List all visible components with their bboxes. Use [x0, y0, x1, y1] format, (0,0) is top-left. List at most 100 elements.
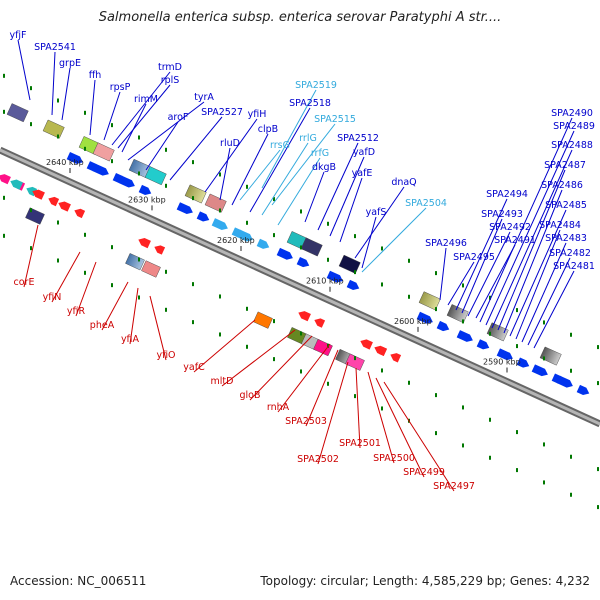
forward-gene-label: yafS: [366, 207, 387, 218]
leader-line: [367, 371, 395, 464]
feature-block: [141, 260, 161, 278]
leader-line: [145, 121, 179, 171]
leader-line: [231, 133, 269, 206]
leader-line: [75, 261, 97, 317]
forward-gene-arrow: [296, 257, 310, 268]
feature-block: [446, 304, 469, 324]
forward-gene-label: grpE: [59, 58, 81, 69]
reverse-gene-label: SPA2499: [403, 467, 445, 478]
forward-gene-arrow: [92, 163, 109, 176]
reverse-gene-label: SPA2497: [433, 481, 475, 492]
forward-gene-arrow: [476, 339, 490, 350]
leader-line: [361, 207, 427, 273]
reverse-gene-arrow: [58, 201, 71, 212]
feature-block: [92, 142, 115, 162]
forward-gene-label: SPA2488: [551, 140, 593, 151]
genome-backbone: [0, 146, 600, 428]
rna-gene-label: SPA2504: [405, 198, 447, 209]
leader-line: [475, 244, 516, 319]
forward-gene-label: yafE: [352, 168, 373, 179]
forward-gene-arrow: [456, 330, 473, 342]
forward-gene-arrow: [416, 311, 433, 324]
leader-line: [497, 169, 566, 331]
forward-gene-label: rluD: [220, 138, 240, 149]
forward-gene-label: dnaQ: [391, 177, 416, 188]
forward-gene-arrow: [436, 320, 450, 332]
leader-line: [169, 116, 223, 181]
leader-line: [533, 270, 575, 349]
leader-line: [249, 335, 313, 401]
feature-block: [125, 253, 145, 271]
leader-line: [261, 142, 309, 216]
feature-block: [338, 254, 361, 274]
leader-line: [23, 224, 39, 288]
reverse-gene-arrow: [10, 179, 23, 190]
forward-gene-arrow: [556, 375, 573, 388]
feature-block: [42, 119, 65, 139]
forward-gene-label: SPA2491: [494, 235, 536, 246]
feature-block: [300, 237, 323, 257]
tick-label: 2620 kbp: [217, 236, 255, 245]
forward-gene-label: clpB: [258, 124, 278, 135]
leader-line: [51, 251, 81, 303]
reverse-gene-arrow: [298, 311, 311, 322]
reverse-gene-label: gloB: [240, 390, 261, 401]
leader-line: [491, 149, 573, 329]
reverse-gene-arrow: [360, 339, 373, 350]
forward-gene-label: trmD: [158, 62, 182, 73]
forward-gene-label: tyrA: [194, 92, 214, 103]
leader-line: [329, 156, 365, 237]
leader-line: [17, 39, 31, 101]
reverse-gene-arrow: [48, 196, 60, 207]
forward-gene-arrow: [576, 384, 590, 396]
reverse-gene-label: SPA2502: [297, 454, 339, 465]
forward-gene-label: SPA2481: [553, 261, 595, 272]
leader-line: [439, 247, 447, 301]
feature-block: [539, 346, 562, 366]
reverse-gene-label: SPA2503: [285, 416, 327, 427]
forward-gene-label: ffh: [89, 70, 102, 81]
reverse-gene-label: yafC: [183, 362, 205, 373]
reverse-gene-arrow: [390, 353, 402, 363]
forward-gene-arrow: [276, 247, 293, 260]
forward-gene-label: aroF: [168, 112, 189, 123]
rna-gene-label: rrfG: [311, 148, 329, 159]
leader-line: [527, 257, 571, 346]
forward-gene-label: SPA2487: [544, 160, 586, 171]
tick-label: 2600 kbp: [394, 317, 432, 326]
reverse-gene-label: corE: [14, 277, 35, 288]
feature-block: [144, 166, 167, 186]
forward-gene-label: rplS: [161, 75, 180, 86]
tick-label: 2590 kbp: [483, 358, 521, 367]
feature-block: [25, 207, 45, 225]
leader-line: [317, 142, 359, 231]
forward-gene-label: SPA2482: [549, 248, 591, 259]
leader-line: [193, 319, 256, 373]
reverse-gene-label: pheA: [90, 320, 115, 331]
forward-gene-label: yfjF: [9, 30, 26, 41]
rna-gene-label: SPA2519: [295, 80, 337, 91]
forward-gene-label: SPA2527: [201, 107, 243, 118]
leader-line: [129, 287, 139, 345]
feature-block: [313, 338, 333, 357]
tick-label: 2640 kbp: [46, 158, 84, 167]
leader-line: [127, 101, 205, 161]
forward-gene-label: SPA2518: [289, 98, 331, 109]
leader-line: [479, 117, 573, 323]
leader-line: [503, 189, 563, 334]
reverse-gene-arrow: [0, 174, 11, 185]
reverse-gene-arrow: [314, 318, 326, 328]
forward-gene-label: SPA2512: [337, 133, 379, 144]
leader-line: [103, 91, 121, 141]
reverse-gene-label: SPA2500: [373, 453, 415, 464]
genome-summary-text: Topology: circular; Length: 4,585,229 bp…: [260, 574, 590, 588]
forward-gene-label: SPA2483: [545, 233, 587, 244]
label-leader-lines: [17, 39, 575, 492]
forward-gene-arrow: [236, 229, 253, 242]
leader-line: [383, 381, 455, 492]
reverse-gene-label: yfiR: [67, 306, 86, 317]
leader-line: [509, 209, 567, 337]
feature-block: [418, 291, 441, 311]
reverse-gene-label: yfiN: [43, 292, 62, 303]
